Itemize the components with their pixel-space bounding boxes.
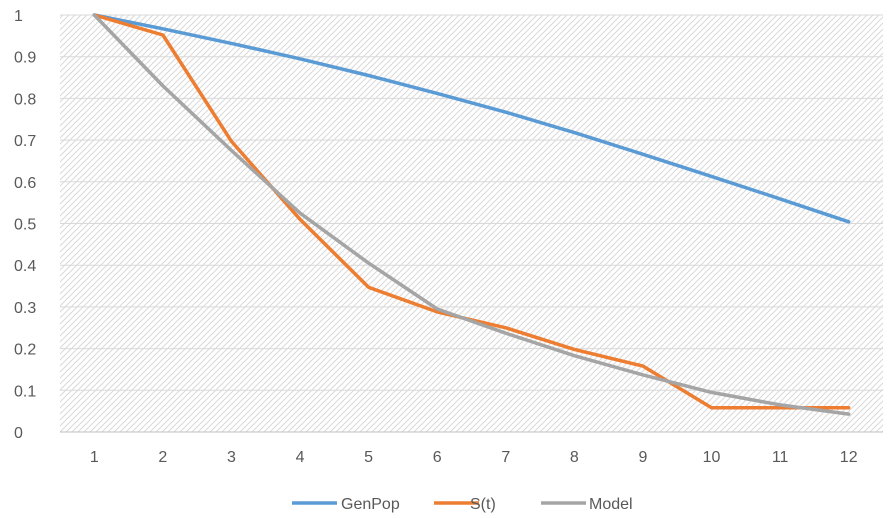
y-tick-label: 0.1 (14, 383, 36, 400)
y-tick-label: 0.6 (14, 175, 36, 192)
y-tick-label: 0.7 (14, 133, 36, 150)
x-tick-label: 6 (433, 449, 442, 466)
legend-label: Model (589, 496, 633, 513)
series-line-model (92, 13, 851, 416)
x-tick-label: 10 (703, 449, 721, 466)
y-tick-label: 0.4 (14, 258, 36, 275)
x-tick-label: 4 (296, 449, 305, 466)
legend-label: S(t) (470, 496, 496, 513)
x-tick-label: 8 (570, 449, 579, 466)
x-tick-label: 9 (639, 449, 648, 466)
y-tick-label: 0 (14, 425, 23, 442)
series-line-genpop (92, 13, 851, 224)
gridlines (60, 14, 883, 433)
legend: GenPop S(t) Model (292, 496, 633, 513)
x-tick-label: 7 (501, 449, 510, 466)
x-tick-label: 12 (840, 449, 858, 466)
y-tick-label: 0.2 (14, 342, 36, 359)
x-tick-label: 5 (364, 449, 373, 466)
y-tick-label: 1 (14, 8, 23, 25)
y-tick-label: 0.8 (14, 91, 36, 108)
legend-label: GenPop (341, 496, 400, 513)
y-tick-label: 0.3 (14, 300, 36, 317)
x-tick-label: 1 (90, 449, 99, 466)
x-tick-label: 11 (772, 449, 789, 466)
y-tick-label: 0.9 (14, 50, 36, 67)
x-tick-label: 3 (227, 449, 236, 466)
axes: 00.10.20.30.40.50.60.70.80.911 2 3 4 5 6 7 8 9 10… (14, 8, 883, 466)
x-tick-label: 2 (158, 449, 167, 466)
y-tick-label: 0.5 (14, 217, 36, 234)
series-lines (92, 13, 851, 416)
